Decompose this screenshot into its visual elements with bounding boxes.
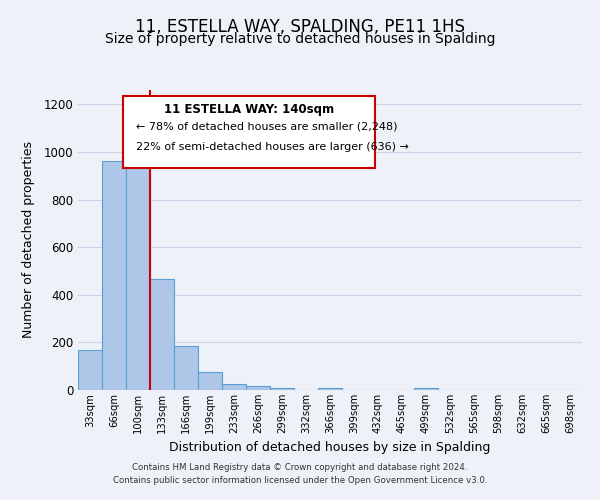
Bar: [414, 388, 438, 390]
Text: Contains HM Land Registry data © Crown copyright and database right 2024.: Contains HM Land Registry data © Crown c…: [132, 464, 468, 472]
Bar: [150, 280, 174, 390]
Text: Size of property relative to detached houses in Spalding: Size of property relative to detached ho…: [105, 32, 495, 46]
FancyBboxPatch shape: [124, 96, 376, 168]
Bar: [78, 350, 102, 390]
Bar: [102, 162, 126, 390]
Bar: [270, 388, 294, 390]
Bar: [174, 346, 198, 390]
Text: 11, ESTELLA WAY, SPALDING, PE11 1HS: 11, ESTELLA WAY, SPALDING, PE11 1HS: [135, 18, 465, 36]
Text: ← 78% of detached houses are smaller (2,248): ← 78% of detached houses are smaller (2,…: [136, 122, 397, 132]
Bar: [198, 372, 222, 390]
X-axis label: Distribution of detached houses by size in Spalding: Distribution of detached houses by size …: [169, 442, 491, 454]
Bar: [222, 384, 246, 390]
Y-axis label: Number of detached properties: Number of detached properties: [22, 142, 35, 338]
Bar: [246, 386, 270, 390]
Text: Contains public sector information licensed under the Open Government Licence v3: Contains public sector information licen…: [113, 476, 487, 485]
Text: 22% of semi-detached houses are larger (636) →: 22% of semi-detached houses are larger (…: [136, 142, 409, 152]
Bar: [318, 388, 342, 390]
Bar: [126, 152, 150, 390]
Text: 11 ESTELLA WAY: 140sqm: 11 ESTELLA WAY: 140sqm: [164, 104, 334, 117]
